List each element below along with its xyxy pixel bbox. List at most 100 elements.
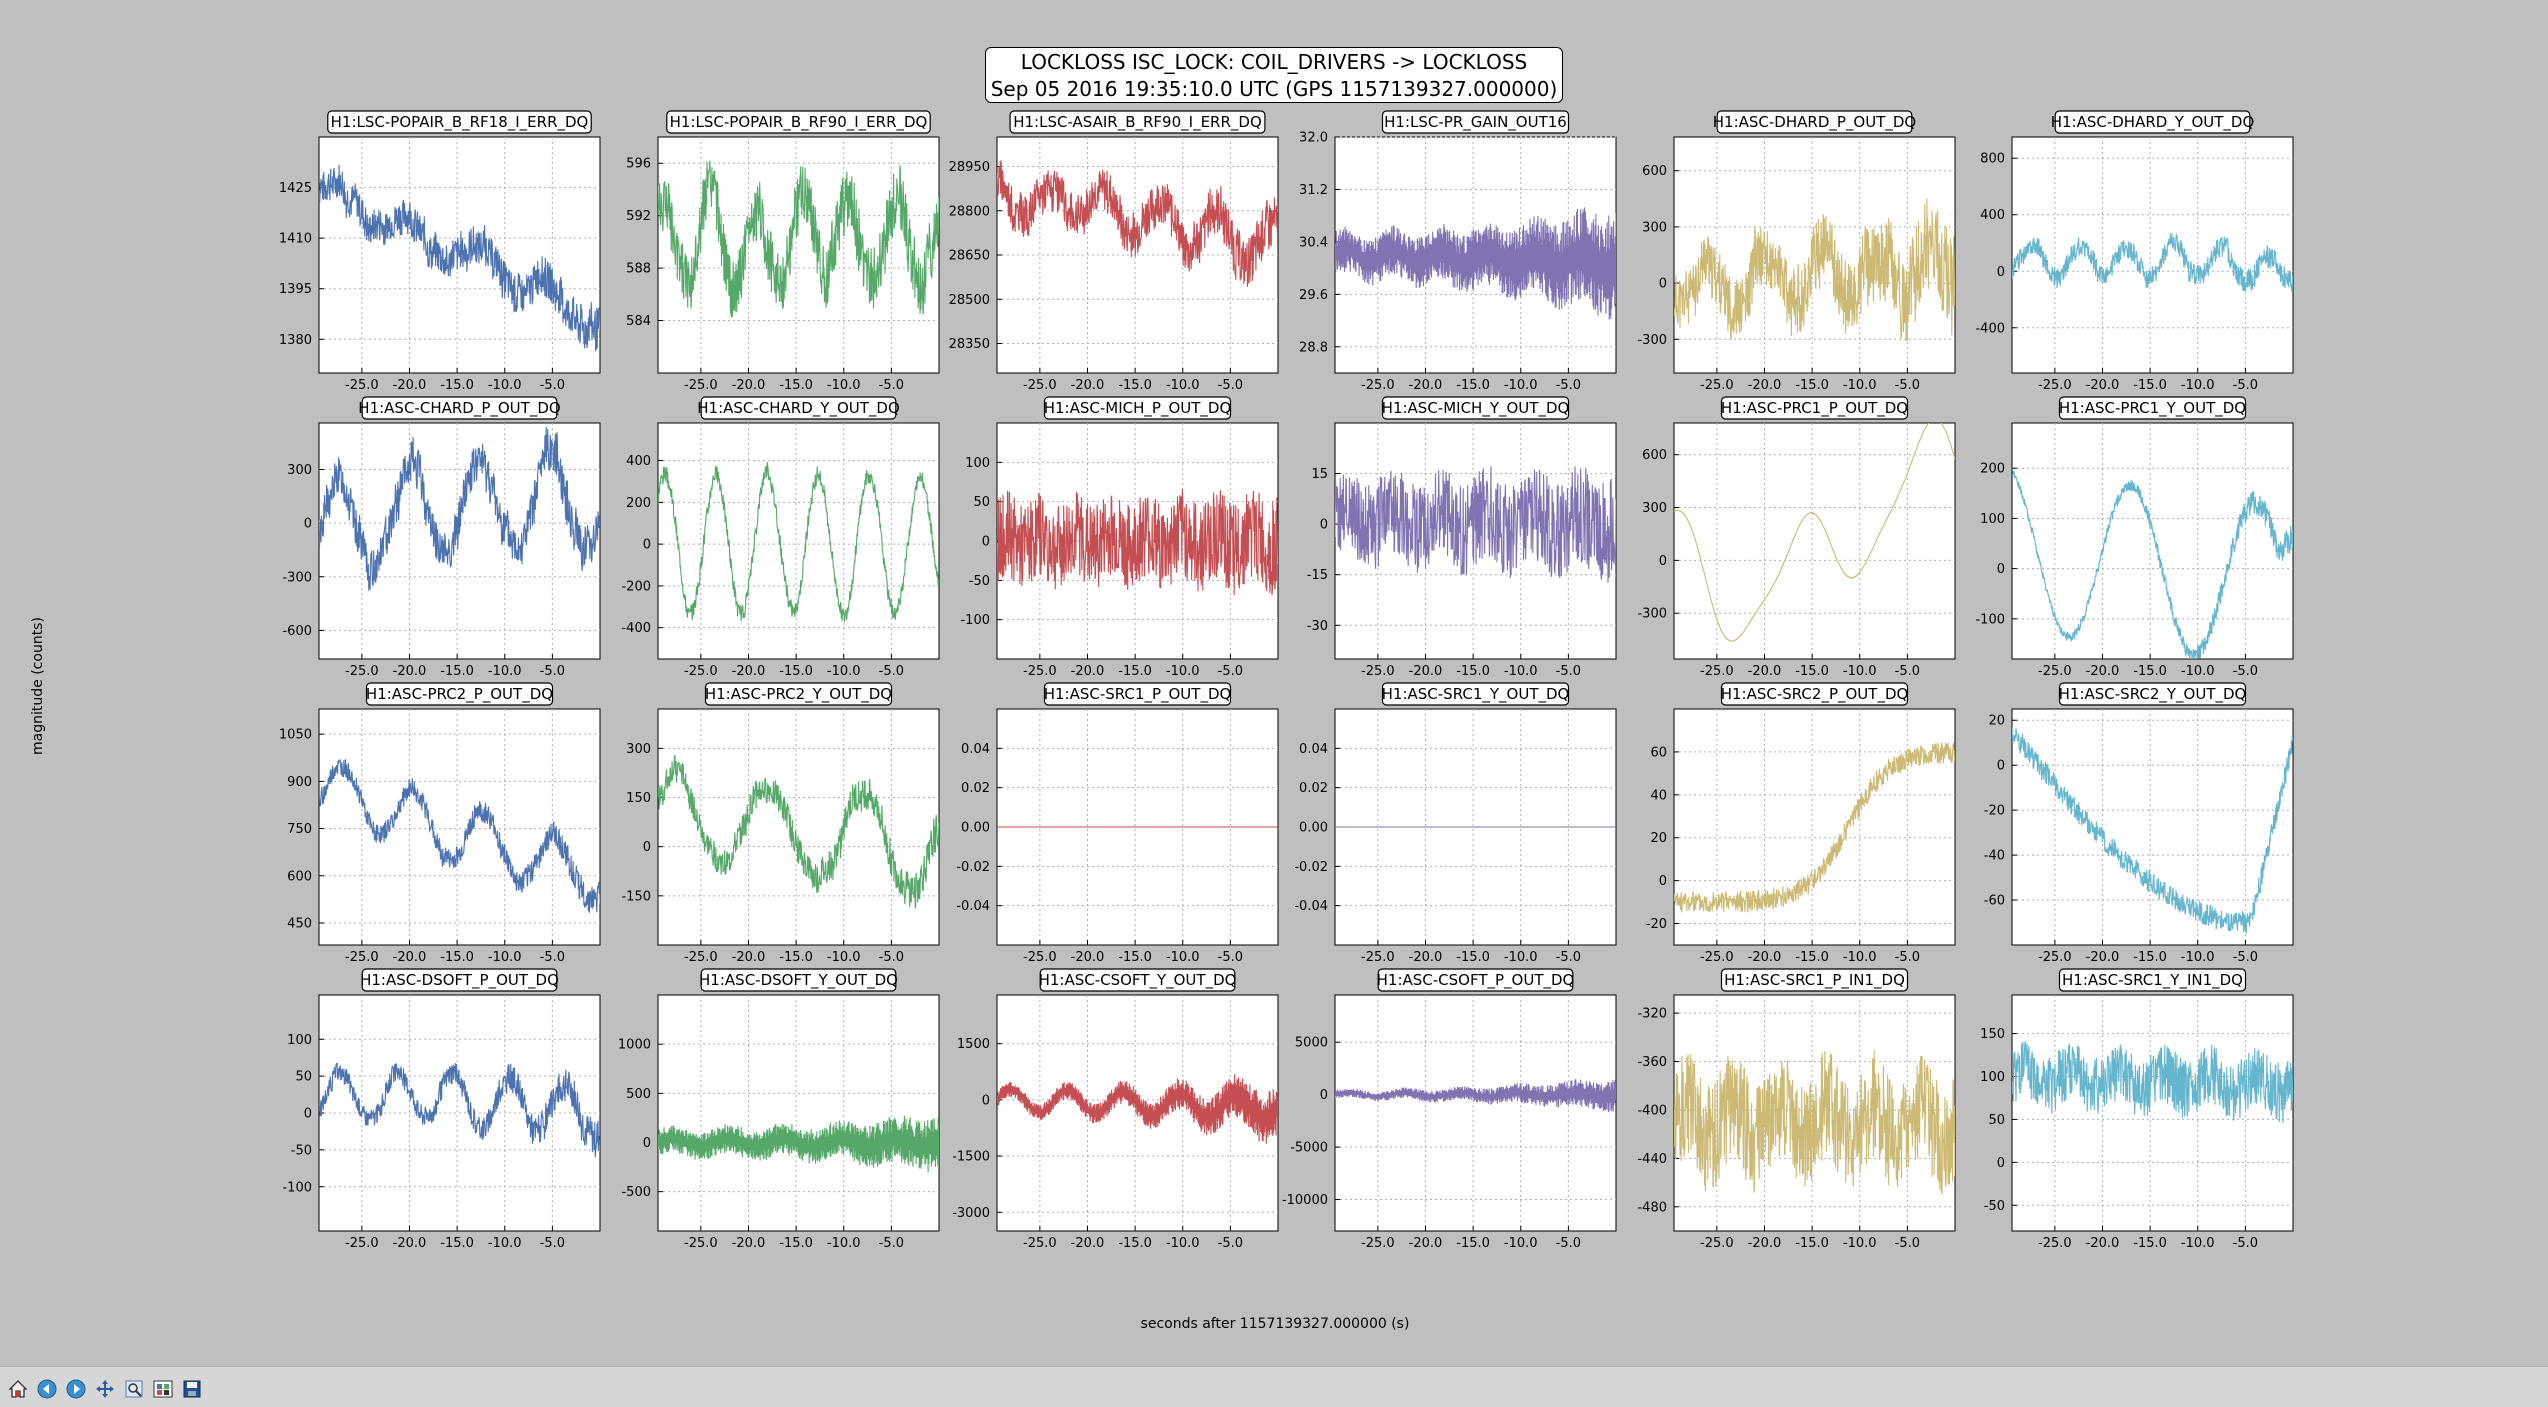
x-tick-label: -10.0: [1504, 950, 1538, 965]
x-tick-label: -10.0: [1166, 1236, 1200, 1251]
series-line: [658, 462, 939, 623]
y-tick-label: -100: [282, 1180, 312, 1195]
x-tick-label: -5.0: [2233, 1236, 2258, 1251]
series-line: [997, 1074, 1278, 1144]
y-tick-label: 29.6: [1299, 288, 1328, 303]
pan-icon[interactable]: [93, 1377, 117, 1401]
axes-frame: [2011, 708, 2294, 946]
y-tick-label: 1425: [279, 181, 312, 196]
subplot-title: H1:ASC-DHARD_Y_OUT_DQ: [2051, 113, 2255, 132]
series-line: [2012, 728, 2293, 934]
x-tick-label: -20.0: [1409, 1236, 1443, 1251]
series-line: [997, 160, 1278, 287]
subplot: -25.0 -20.0 -15.0 -10.0 -5.0 -320 -360 -400 -440…: [1637, 968, 1956, 1251]
axes-frame: [1334, 994, 1617, 1232]
x-tick-label: -15.0: [440, 378, 474, 393]
subplot-title: H1:ASC-DSOFT_Y_OUT_DQ: [699, 971, 898, 990]
x-tick-label: -25.0: [345, 950, 379, 965]
x-tick-label: -20.0: [1071, 378, 1105, 393]
x-tick-label: -5.0: [1556, 378, 1581, 393]
back-icon[interactable]: [35, 1377, 59, 1401]
x-tick-label: -15.0: [1456, 950, 1490, 965]
forward-icon[interactable]: [64, 1377, 88, 1401]
x-tick-label: -10.0: [1843, 378, 1877, 393]
y-tick-label: -600: [282, 624, 312, 639]
y-tick-label: 28.8: [1299, 340, 1328, 355]
series-line: [319, 164, 600, 352]
zoom-icon[interactable]: [122, 1377, 146, 1401]
y-tick-label: 0.00: [1299, 821, 1328, 836]
subplot-title: H1:ASC-SRC1_P_IN1_DQ: [1724, 971, 1905, 990]
y-tick-label: 150: [626, 791, 651, 806]
y-tick-label: -300: [1637, 607, 1667, 622]
axes-frame: [657, 708, 940, 946]
x-tick-label: -20.0: [1071, 1236, 1105, 1251]
series-line: [1674, 741, 1955, 913]
subplot: -25.0 -20.0 -15.0 -10.0 -5.0 1500 0 -1500 -3000 H…: [952, 968, 1279, 1251]
subplot: -25.0 -20.0 -15.0 -10.0 -5.0 0.04 0.02 0.00 -0.0…: [956, 682, 1279, 965]
subplot: -25.0 -20.0 -15.0 -10.0 -5.0 200 100 0 -100 H1:AS…: [1975, 396, 2294, 679]
y-tick-label: 32.0: [1299, 131, 1328, 146]
x-tick-label: -15.0: [1118, 664, 1152, 679]
series-line: [319, 426, 600, 591]
x-tick-label: -5.0: [1556, 950, 1581, 965]
y-tick-label: 20: [1650, 831, 1667, 846]
home-icon[interactable]: [6, 1377, 30, 1401]
subplot-title: H1:ASC-SRC1_P_OUT_DQ: [1044, 685, 1232, 704]
subplot-grid: -25.0 -20.0 -15.0 -10.0 -5.0 1425 1410 1395 1380…: [279, 110, 2294, 1251]
subplot-title-box: [327, 110, 592, 134]
subplot-title-box: [1716, 110, 1913, 134]
subplot-title-box: [1377, 968, 1574, 992]
save-icon[interactable]: [180, 1377, 204, 1401]
x-tick-label: -20.0: [1748, 950, 1782, 965]
y-tick-label: 1500: [957, 1037, 990, 1052]
y-tick-label: 0: [304, 1107, 312, 1122]
x-tick-label: -20.0: [2086, 378, 2120, 393]
axes-frame: [2011, 994, 2294, 1232]
y-tick-label: 200: [626, 496, 651, 511]
series-line: [2012, 1040, 2293, 1124]
subplot-title: H1:LSC-POPAIR_B_RF90_I_ERR_DQ: [670, 113, 928, 132]
navigation-toolbar: [0, 1366, 2548, 1407]
x-tick-label: -25.0: [345, 664, 379, 679]
figure-canvas: LOCKLOSS ISC_LOCK: COIL_DRIVERS -> LOCKL…: [30, 47, 2294, 1332]
y-tick-label: 300: [1642, 501, 1667, 516]
y-tick-label: 1380: [279, 333, 312, 348]
y-tick-label: -400: [1975, 321, 2005, 336]
axes-frame: [657, 994, 940, 1232]
y-tick-label: 400: [1980, 208, 2005, 223]
x-tick-label: -20.0: [1071, 664, 1105, 679]
subplot: -25.0 -20.0 -15.0 -10.0 -5.0 600 300 0 -300 H1:AS…: [1637, 110, 1956, 393]
y-tick-label: 1410: [279, 232, 312, 247]
y-tick-label: 0.04: [1299, 742, 1328, 757]
y-tick-label: 800: [1980, 152, 2005, 167]
y-tick-label: 400: [626, 454, 651, 469]
configure-subplots-icon[interactable]: [151, 1377, 175, 1401]
x-tick-label: -10.0: [827, 1236, 861, 1251]
subplot: -25.0 -20.0 -15.0 -10.0 -5.0 100 50 0 -50 -100 H1:…: [282, 968, 601, 1251]
x-tick-label: -10.0: [827, 378, 861, 393]
x-tick-label: -5.0: [1218, 1236, 1243, 1251]
x-tick-label: -10.0: [1843, 1236, 1877, 1251]
x-tick-label: -15.0: [1795, 950, 1829, 965]
subplot: -25.0 -20.0 -15.0 -10.0 -5.0 150 100 50 0 -50 H1:A…: [1980, 968, 2294, 1251]
subplot-title-box: [2054, 110, 2251, 134]
x-tick-label: -15.0: [440, 664, 474, 679]
subplot: -25.0 -20.0 -15.0 -10.0 -5.0 400 200 0 -200 -400 H…: [621, 396, 940, 679]
subplot: -25.0 -20.0 -15.0 -10.0 -5.0 100 50 0 -50 -100 H1:…: [960, 396, 1279, 679]
y-tick-label: 0: [982, 1093, 990, 1108]
y-tick-label: -60: [1984, 894, 2005, 909]
subplot: -25.0 -20.0 -15.0 -10.0 -5.0 1000 500 0 -500 H1:A…: [618, 968, 940, 1251]
y-tick-label: -500: [621, 1185, 651, 1200]
axes-frame: [2011, 136, 2294, 374]
y-tick-label: 60: [1650, 745, 1667, 760]
y-tick-label: -150: [621, 889, 651, 904]
figure-title-line1: LOCKLOSS ISC_LOCK: COIL_DRIVERS -> LOCKL…: [1020, 50, 1528, 74]
y-tick-label: -5000: [1290, 1141, 1328, 1156]
axes-frame: [318, 708, 601, 946]
x-tick-label: -20.0: [1071, 950, 1105, 965]
x-tick-label: -5.0: [1895, 950, 1920, 965]
x-tick-label: -5.0: [2233, 664, 2258, 679]
x-tick-label: -20.0: [732, 1236, 766, 1251]
subplot-title-box: [365, 682, 554, 706]
